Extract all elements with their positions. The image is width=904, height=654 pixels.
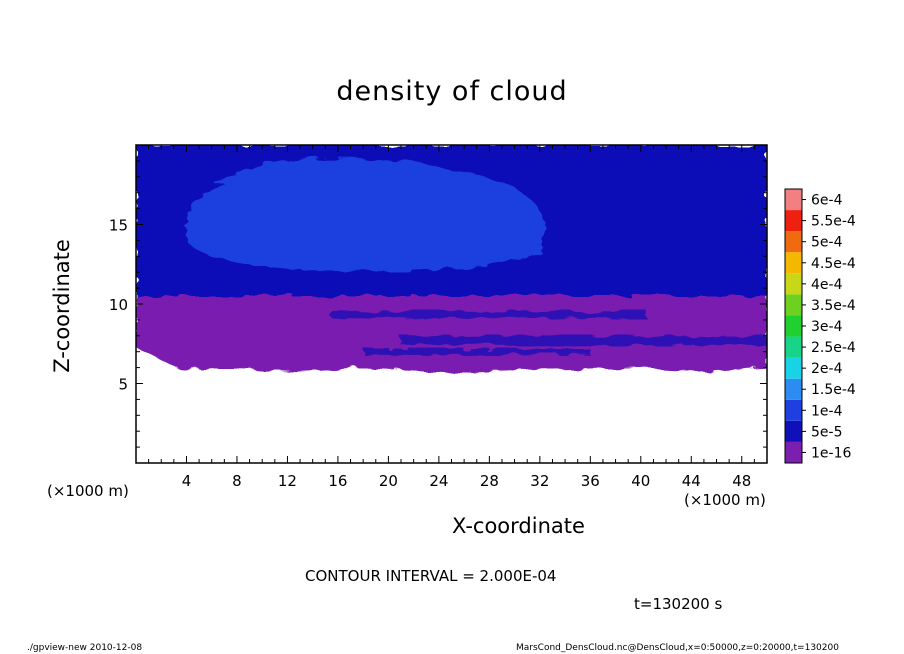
x-axis-unit-label: (×1000 m) [684,491,766,509]
y-tick-label: 10 [109,296,128,314]
colorbar-label: 5e-4 [811,235,843,251]
colorbar-label: 2.5e-4 [811,340,856,356]
x-tick-label: 44 [682,472,701,490]
y-axis-unit-label: (×1000 m) [47,482,129,500]
cloud-base-layer-region [136,296,767,373]
colorbar-label: 4e-4 [811,277,843,293]
colorbar-swatch [785,378,802,400]
y-tick-label: 15 [109,217,128,235]
cloud-streak [331,310,648,319]
time-stamp-text: t=130200 s [634,595,723,613]
x-axis-label: X-coordinate [452,514,585,538]
cloud-streak [401,335,767,346]
colorbar-label: 2e-4 [811,361,843,377]
chart-title: density of cloud [336,76,568,107]
x-tick-label: 12 [278,472,297,490]
cloud-streak [262,284,515,293]
colorbar-swatch [785,441,802,463]
colorbar-label: 1e-4 [811,403,843,419]
colorbar-swatch [785,357,802,379]
x-tick-label: 16 [328,472,347,490]
dense-core-region [184,157,545,272]
contour-interval-text: CONTOUR INTERVAL = 2.000E-04 [305,567,557,585]
x-tick-label: 48 [732,472,751,490]
x-tick-label: 4 [182,472,192,490]
y-tick-label: 5 [118,376,128,394]
x-tick-label: 20 [379,472,398,490]
x-tick-label: 40 [631,472,650,490]
cloud-streak [363,348,591,355]
colorbar-label: 5e-5 [811,424,842,440]
colorbar-swatch [785,420,802,442]
colorbar-swatch [785,294,802,316]
footer-left-text: ./gpview-new 2010-12-08 [27,643,143,653]
colorbar-swatch [785,252,802,274]
colorbar-swatch [785,273,802,295]
colorbar-swatch [785,315,802,337]
colorbar-label: 5.5e-4 [811,214,856,230]
colorbar-swatch [785,399,802,421]
colorbar-swatch [785,210,802,232]
x-tick-label: 8 [232,472,242,490]
footer-right-text: MarsCond_DensCloud.nc@DensCloud,x=0:5000… [516,643,839,653]
colorbar-swatch [785,189,802,211]
x-tick-label: 28 [480,472,499,490]
colorbar-swatch [785,336,802,358]
colorbar-label: 4.5e-4 [811,256,856,272]
x-tick-label: 36 [581,472,600,490]
x-tick-label: 24 [429,472,448,490]
colorbar-label: 1.5e-4 [811,382,856,398]
colorbar-swatch [785,231,802,253]
colorbar-label: 1e-16 [811,445,851,461]
colorbar-label: 3.5e-4 [811,298,856,314]
colorbar-label: 6e-4 [811,193,843,209]
colorbar-label: 3e-4 [811,319,843,335]
x-tick-label: 32 [530,472,549,490]
